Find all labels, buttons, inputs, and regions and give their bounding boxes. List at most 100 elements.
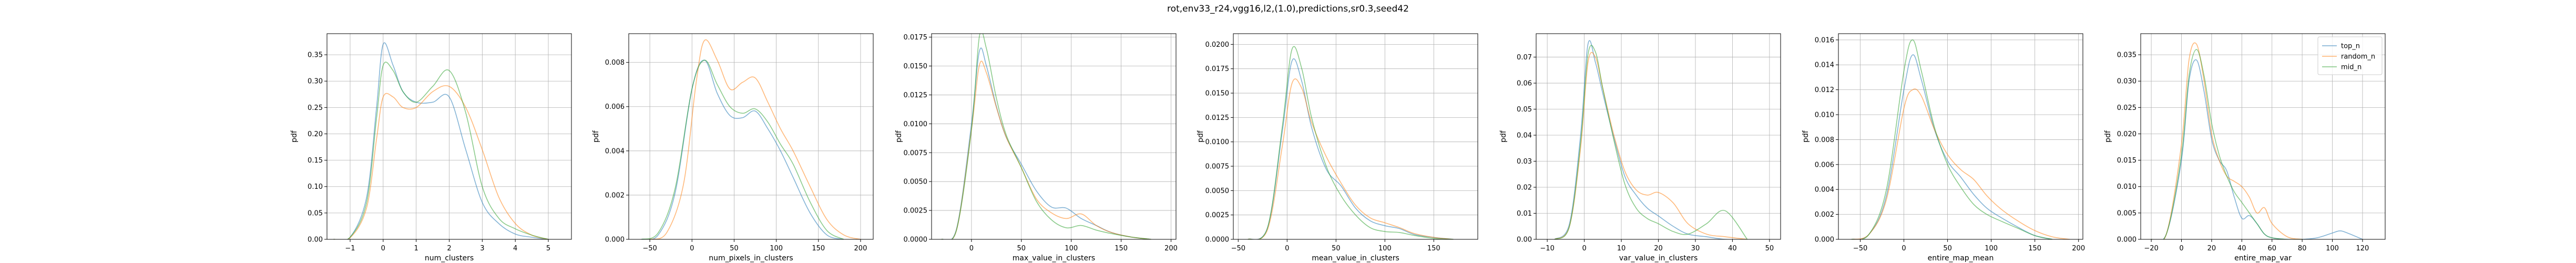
x-tick-label: 100 (1378, 245, 1392, 252)
x-tick-label: 120 (2356, 245, 2369, 252)
y-tick-label: 0.025 (2117, 104, 2137, 112)
series-line-top-n (1248, 58, 1454, 239)
x-axis-label: entire_map_mean (1928, 254, 1994, 262)
series-line-random-n (941, 60, 1151, 239)
y-tick-label: 0.010 (2117, 183, 2137, 191)
series-line-top-n (641, 59, 844, 239)
x-tick-label: 100 (1065, 245, 1078, 252)
x-tick-label: 0 (1582, 245, 1586, 252)
x-tick-label: 50 (1943, 245, 1952, 252)
x-axis-label: max_value_in_clusters (1013, 254, 1095, 262)
y-tick-label: 0.012 (1815, 86, 1834, 94)
x-tick-label: 20 (1654, 245, 1663, 252)
y-tick-label: 0.004 (1815, 186, 1834, 194)
x-tick-label: 100 (2326, 245, 2339, 252)
series-line-top-n (1554, 40, 1747, 239)
x-tick-label: 0 (969, 245, 974, 252)
y-tick-label: 0.05 (1517, 106, 1532, 114)
y-tick-label: 0.000 (605, 236, 625, 244)
series-line-mid-n (2151, 49, 2303, 239)
x-tick-label: 1 (414, 245, 418, 252)
series-line-random-n (333, 85, 549, 239)
series-line-top-n (941, 47, 1151, 239)
plot-frame (1233, 33, 1478, 240)
x-axis-label: entire_map_var (2234, 254, 2292, 262)
y-tick-label: 0.016 (1815, 36, 1834, 44)
series-line-mid-n (1554, 45, 1748, 239)
x-tick-label: 0 (690, 245, 694, 252)
y-tick-label: 0.015 (2117, 157, 2137, 165)
y-tick-label: 0.03 (1517, 158, 1532, 166)
subplot-3: 0 50 100 150 200 0.0000 0.0025 0.0050 0.0075 0.01… (895, 33, 1178, 262)
y-tick-label: 0.006 (1815, 161, 1834, 169)
y-tick-label: 0.0000 (1205, 236, 1230, 244)
y-tick-label: 0.005 (2117, 209, 2137, 217)
y-tick-label: 0.02 (1517, 184, 1532, 192)
x-tick-label: 10 (1617, 245, 1626, 252)
x-tick-label: 80 (2298, 245, 2307, 252)
y-tick-label: 0.10 (308, 183, 323, 191)
y-tick-label: 0.0175 (904, 34, 928, 42)
x-axis-label: num_pixels_in_clusters (709, 254, 793, 262)
x-tick-label: 50 (730, 245, 739, 252)
y-tick-label: 0.15 (308, 157, 323, 165)
x-tick-label: −20 (2144, 245, 2158, 252)
y-tick-label: 0.0125 (1205, 114, 1230, 122)
subplot-7: −20 0 20 40 60 80 100 120 0.000 0.005 0.010 0.015 0.… (2104, 33, 2386, 262)
y-tick-label: 0.30 (308, 78, 323, 86)
figure-title: rot,env33_r24,vgg16,l2,(1.0),predictions… (1167, 4, 1409, 14)
y-tick-label: 0.00 (308, 236, 323, 244)
x-tick-label: 150 (1115, 245, 1128, 252)
x-tick-label: 50 (1765, 245, 1774, 252)
x-tick-label: 150 (1427, 245, 1440, 252)
y-tick-label: 0.020 (2117, 130, 2137, 138)
y-tick-label: 0.030 (2117, 78, 2137, 86)
series-line-random-n (1248, 78, 1454, 239)
y-tick-label: 0.00 (1517, 236, 1532, 244)
y-tick-label: 0.04 (1517, 132, 1532, 140)
y-tick-label: 0.20 (308, 130, 323, 138)
y-tick-label: 0.004 (605, 147, 625, 155)
x-tick-label: 50 (1017, 245, 1026, 252)
x-tick-label: 0 (2179, 245, 2183, 252)
subplot-4: −50 0 50 100 150 0.0000 0.0025 0.0050 0.0075 0.01… (1197, 33, 1478, 262)
x-tick-label: 150 (812, 245, 825, 252)
y-tick-label: 0.008 (605, 59, 625, 67)
x-tick-label: −10 (1540, 245, 1554, 252)
y-tick-label: 0.010 (1815, 112, 1834, 119)
x-tick-label: −50 (1231, 245, 1245, 252)
plot-frame (2140, 33, 2386, 240)
series-line-mid-n (941, 34, 1151, 239)
subplot-1: −1 0 1 2 3 4 5 0.00 0.05 0.10 0.15 0.20 0.25 0.30 0.35… (290, 33, 572, 262)
legend: top_n random_n mid_n (2317, 36, 2383, 75)
y-axis-label: pdf (895, 130, 903, 143)
y-tick-label: 0.002 (605, 191, 625, 199)
x-tick-label: −50 (1853, 245, 1867, 252)
x-tick-label: 20 (2207, 245, 2216, 252)
y-tick-label: 0.014 (1815, 62, 1834, 69)
legend-label: random_n (2341, 53, 2375, 61)
series-line-mid-n (1851, 39, 2053, 239)
x-tick-label: 40 (2237, 245, 2246, 252)
plot-frame (1838, 33, 2083, 240)
y-tick-label: 0.002 (1815, 211, 1834, 219)
plot-frame (628, 33, 874, 240)
y-tick-label: 0.0075 (904, 149, 928, 157)
series-line-top-n (333, 42, 549, 239)
x-tick-label: 60 (2267, 245, 2276, 252)
x-tick-label: 150 (2028, 245, 2041, 252)
x-axis-label: mean_value_in_clusters (1312, 254, 1399, 262)
x-tick-label: 0 (381, 245, 385, 252)
y-tick-label: 0.01 (1517, 210, 1532, 218)
y-tick-label: 0.0100 (1205, 138, 1230, 146)
y-tick-label: 0.000 (2117, 236, 2137, 244)
x-axis-label: num_clusters (425, 254, 474, 262)
x-tick-label: 2 (447, 245, 451, 252)
x-tick-label: 100 (1985, 245, 1998, 252)
y-tick-label: 0.07 (1517, 54, 1532, 62)
subplot-5: −10 0 10 20 30 40 50 0.00 0.01 0.02 0.03 0.04 0.05 0.… (1499, 33, 1781, 262)
y-tick-label: 0.0100 (904, 120, 928, 128)
y-tick-label: 0.0200 (1205, 41, 1230, 49)
y-tick-label: 0.0050 (904, 178, 928, 186)
